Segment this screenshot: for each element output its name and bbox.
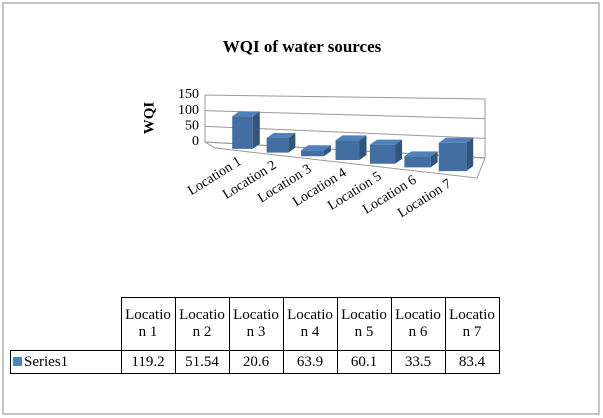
- bar-front: [438, 142, 467, 172]
- bar-top: [301, 145, 331, 151]
- bar-front: [232, 116, 253, 149]
- y-tick-label: 150: [178, 87, 199, 102]
- bar-front: [404, 156, 431, 168]
- bar-front: [266, 137, 289, 153]
- table-value-cell: 83.4: [444, 350, 500, 374]
- bar-side: [323, 145, 331, 157]
- table-value-cell: 119.2: [120, 350, 176, 374]
- bar-top: [404, 151, 438, 157]
- table-header-cell: Location 1: [120, 297, 176, 351]
- legend-label: Series1: [24, 353, 69, 370]
- bar-side: [395, 139, 403, 164]
- bar-front: [335, 140, 360, 160]
- table-header-cell: Location 2: [174, 297, 230, 351]
- y-tick-label: 0: [192, 134, 199, 149]
- bar: [232, 111, 260, 149]
- bar-front: [369, 144, 396, 164]
- bar-side: [466, 137, 474, 172]
- table-header-cell: Location 4: [282, 297, 338, 351]
- table-value-row: Series1 119.2 51.54 20.6 63.9 60.1 33.5 83.4: [10, 350, 500, 374]
- bar-top: [438, 137, 474, 143]
- chart-border: [2, 2, 600, 415]
- table-header-row: Location 1 Location 2 Location 3 Location 4…: [10, 297, 500, 351]
- table-value-cell: 60.1: [336, 350, 392, 374]
- bar: [335, 135, 367, 160]
- bar: [438, 137, 474, 172]
- table-value-cell: 33.5: [390, 350, 446, 374]
- blank-cell: [10, 297, 122, 351]
- table-header-cell: Location 7: [444, 297, 500, 351]
- bar: [301, 145, 331, 157]
- data-table: Location 1 Location 2 Location 3 Location 4…: [10, 297, 500, 374]
- bar: [266, 132, 296, 153]
- bar-side: [252, 111, 260, 149]
- y-tick-label: 50: [185, 119, 199, 134]
- bar: [404, 151, 438, 168]
- y-axis-label: WQI: [141, 102, 157, 135]
- table-header-cell: Location 5: [336, 297, 392, 351]
- table-value-cell: 63.9: [282, 350, 338, 374]
- legend-key: [13, 356, 22, 366]
- bar: [369, 139, 403, 164]
- table-header-cell: Location 6: [390, 297, 446, 351]
- bar-side: [359, 135, 367, 160]
- bar-top: [266, 132, 296, 138]
- bar-side: [430, 151, 438, 168]
- table-value-cell: 51.54: [174, 350, 230, 374]
- chart-title: WQI of water sources: [223, 37, 382, 56]
- bar-top: [369, 139, 403, 145]
- table-header-cell: Location 3: [228, 297, 284, 351]
- table-value-cell: 20.6: [228, 350, 284, 374]
- bar-front: [301, 150, 324, 157]
- bar-side: [288, 132, 296, 153]
- y-tick-label: 100: [178, 103, 199, 118]
- grid-line: [204, 94, 486, 100]
- bar-top: [335, 135, 367, 141]
- series-cell: Series1: [10, 350, 122, 374]
- bar-top: [232, 111, 260, 117]
